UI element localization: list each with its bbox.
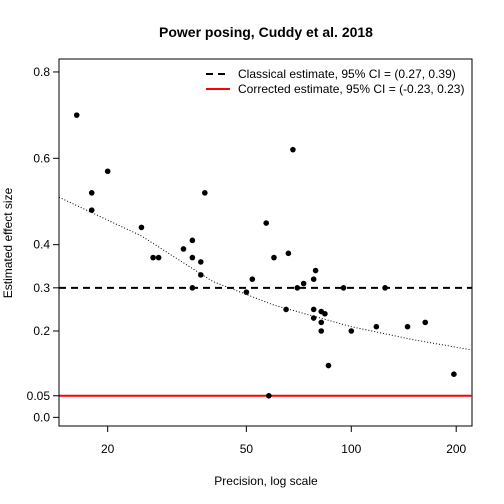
data-point — [88, 207, 95, 213]
data-points-layer — [73, 112, 457, 399]
data-point — [249, 276, 256, 283]
data-point — [189, 237, 196, 244]
data-point — [202, 190, 208, 196]
data-point — [348, 328, 355, 334]
data-point — [340, 285, 347, 291]
data-point — [189, 254, 196, 261]
y-tick-label: 0.0 — [33, 410, 50, 424]
data-point — [322, 310, 328, 317]
y-axis-label: Estimated effect size — [1, 187, 15, 298]
x-axis: 20 50 100 200 — [101, 425, 467, 456]
data-point — [404, 323, 411, 330]
x-tick-label: 20 — [101, 442, 115, 456]
data-point — [318, 328, 325, 334]
legend-label: Corrected estimate, 95% CI = (-0.23, 0.2… — [238, 82, 464, 96]
x-tick-label: 100 — [341, 442, 361, 456]
data-point — [310, 315, 317, 321]
data-point — [310, 306, 317, 313]
data-point — [294, 285, 301, 291]
data-point — [243, 289, 250, 295]
data-point — [283, 306, 289, 313]
data-point — [285, 250, 292, 257]
x-axis-label: Precision, log scale — [214, 474, 318, 488]
chart-title: Power posing, Cuddy et al. 2018 — [159, 24, 373, 40]
data-point — [422, 319, 429, 326]
data-point — [180, 246, 187, 252]
data-point — [300, 280, 307, 287]
legend: Classical estimate, 95% CI = (0.27, 0.39… — [206, 67, 464, 96]
y-tick-label: 0.3 — [33, 281, 50, 295]
data-point — [382, 285, 388, 291]
x-tick-label: 50 — [240, 442, 254, 456]
data-point — [155, 254, 162, 261]
data-point — [73, 112, 80, 118]
y-tick-label: 0.4 — [33, 238, 50, 252]
y-tick-label: 0.2 — [33, 324, 50, 338]
y-axis: 0.0 0.05 0.2 0.3 0.4 0.6 0.8 — [27, 65, 60, 424]
data-point — [373, 323, 380, 330]
data-point — [189, 285, 196, 291]
y-tick-label: 0.6 — [33, 151, 50, 165]
data-point — [451, 371, 457, 377]
data-point — [271, 254, 277, 261]
data-point — [88, 190, 95, 196]
data-point — [318, 319, 325, 326]
y-tick-label: 0.8 — [33, 65, 50, 79]
data-point — [325, 362, 332, 369]
fitted-trend-curve — [58, 196, 473, 351]
data-point — [263, 220, 270, 226]
trend-curve-layer — [58, 196, 473, 351]
data-point — [104, 168, 111, 175]
data-point — [310, 276, 317, 283]
data-point — [312, 267, 319, 274]
reference-lines — [59, 286, 472, 397]
data-point — [290, 146, 296, 153]
data-point — [266, 392, 272, 399]
data-point — [197, 272, 204, 278]
data-point — [138, 224, 145, 231]
data-point — [197, 259, 204, 265]
plot-frame — [58, 58, 473, 427]
legend-label: Classical estimate, 95% CI = (0.27, 0.39… — [238, 67, 456, 81]
x-tick-label: 200 — [446, 442, 466, 456]
y-tick-label: 0.05 — [27, 389, 51, 403]
data-point — [150, 254, 156, 261]
